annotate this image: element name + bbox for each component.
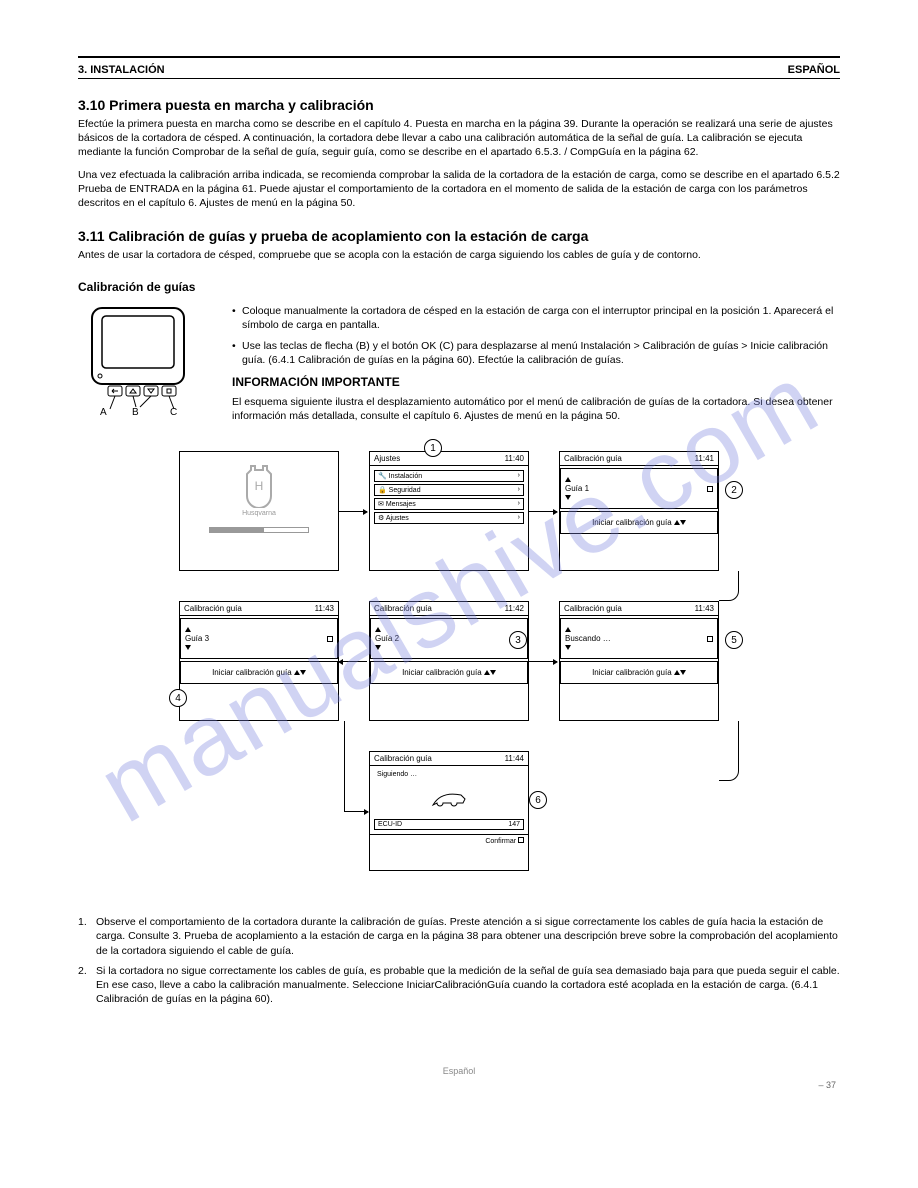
mower-icon [429,785,469,811]
label-A: A [100,407,107,418]
panel-logo: H Husqvarna [179,451,339,571]
connector [719,721,739,781]
step-6: 6 [529,791,547,809]
arrow [529,511,557,512]
note-2: Si la cortadora no sigue correctamente l… [96,964,840,1007]
guide-calibration: Calibración de guías [78,280,840,431]
panel-following: Calibración guía11:44 Siguiendo … ECU-ID… [369,751,529,871]
guide-li2: Use las teclas de flecha (B) y el botón … [242,339,840,367]
step-5: 5 [725,631,743,649]
step-2: 2 [725,481,743,499]
guide-steps: •Coloque manualmente la cortadora de cés… [232,304,840,431]
husqvarna-logo-icon: H [235,464,283,508]
panel-guide2: Calibración guía11:42 Guía 2 Iniciar cal… [369,601,529,721]
arrow [344,811,368,812]
rule-top-2 [78,78,840,79]
arrow [529,661,557,662]
p-3-10-2: Una vez efectuada la calibración arriba … [78,168,840,211]
footer-page: – 37 [78,1080,840,1090]
guide-li1: Coloque manualmente la cortadora de césp… [242,304,840,332]
arrow [339,511,367,512]
panel-searching: Calibración guía11:43 Buscando … Iniciar… [559,601,719,721]
note-1: Observe el comportamiento de la cortador… [96,915,840,958]
panel-guide1: Calibración guía11:41 Guía 1 Iniciar cal… [559,451,719,571]
panel-guide3: Calibración guía11:43 Guía 3 Iniciar cal… [179,601,339,721]
header-left: 3. INSTALACIÓN [78,64,165,76]
display-device-icon [78,304,198,414]
connector [719,571,739,601]
connector [344,721,345,811]
label-C: C [170,407,177,418]
h-guide: Calibración de guías [78,280,840,294]
section-3-11: 3.11 Calibración de guías y prueba de ac… [78,228,840,262]
post-diagram-notes: 1.Observe el comportamiento de la cortad… [78,915,840,1006]
page-header: 3. INSTALACIÓN ESPAÑOL [78,64,840,76]
device-illustration: A B C [78,304,208,431]
h-3-10: 3.10 Primera puesta en marcha y calibrac… [78,97,840,113]
info-text: El esquema siguiente ilustra el desplaza… [232,395,840,423]
panel-main-menu: Ajustes11:40 🔧 Instalación› 🔒 Seguridad›… [369,451,529,571]
header-right: ESPAÑOL [788,64,840,76]
info-caption: INFORMACIÓN IMPORTANTE [232,375,840,389]
h-3-11: 3.11 Calibración de guías y prueba de ac… [78,228,840,244]
arrow [339,661,367,662]
rule-top-1 [78,56,840,58]
footer-lang: Español [78,1066,840,1076]
p-3-10-1: Efectúe la primera puesta en marcha como… [78,117,840,160]
menu-flow-diagram: H Husqvarna Ajustes11:40 🔧 Instalación› … [169,441,749,911]
label-B: B [132,407,139,418]
p-3-11: Antes de usar la cortadora de césped, co… [78,248,840,262]
svg-text:H: H [255,479,264,493]
section-3-10: 3.10 Primera puesta en marcha y calibrac… [78,97,840,210]
